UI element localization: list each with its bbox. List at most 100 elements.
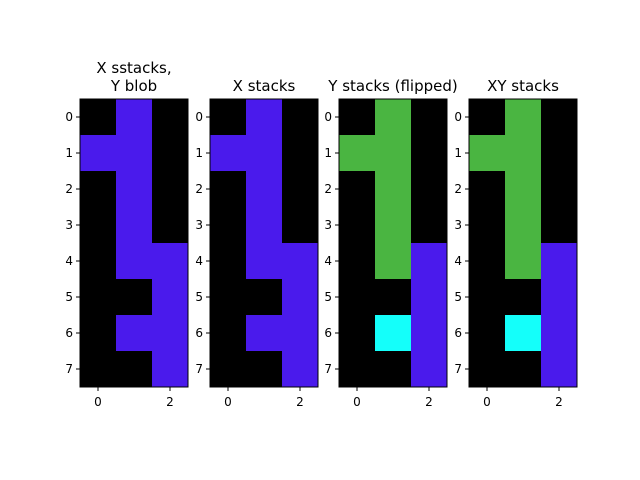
chart-title: Y stacks (flipped): [327, 77, 457, 95]
heatmap-cell: [541, 279, 578, 316]
heatmap-cell: [505, 351, 542, 388]
y-tick-label: 1: [454, 146, 462, 160]
y-tick-label: 4: [65, 254, 73, 268]
y-tick-label: 7: [65, 362, 73, 376]
heatmap-cell: [210, 135, 247, 172]
heatmap-cell: [375, 279, 412, 316]
heatmap-cell: [116, 207, 153, 244]
heatmap-cell: [339, 99, 376, 136]
x-tick-label: 0: [94, 395, 102, 409]
heatmap-cell: [210, 351, 247, 388]
y-tick-label: 5: [454, 290, 462, 304]
heatmap-cell: [411, 315, 448, 352]
y-tick-label: 6: [65, 326, 73, 340]
heatmap-cell: [80, 279, 117, 316]
heatmap-cell: [282, 171, 319, 208]
heatmap-cell: [375, 351, 412, 388]
heatmap-cell: [282, 243, 319, 280]
y-tick-label: 2: [454, 182, 462, 196]
y-tick-label: 0: [324, 110, 332, 124]
heatmap-cell: [541, 99, 578, 136]
y-tick-label: 1: [65, 146, 73, 160]
heatmap-cell: [375, 135, 412, 172]
heatmap-cell: [282, 351, 319, 388]
heatmap-cell: [282, 279, 319, 316]
heatmap-cell: [411, 99, 448, 136]
x-tick-label: 2: [555, 395, 563, 409]
heatmap-cell: [375, 243, 412, 280]
panel-2: 0 1 2 3 4 5 6 7 0 2 X stacks: [195, 77, 319, 409]
y-tick-label: 5: [65, 290, 73, 304]
heatmap-cell: [469, 135, 506, 172]
heatmap-cell: [339, 207, 376, 244]
y-tick-label: 4: [454, 254, 462, 268]
y-tick-label: 0: [454, 110, 462, 124]
heatmap-cell: [505, 99, 542, 136]
heatmap-cell: [375, 99, 412, 136]
heatmap-cell: [152, 315, 189, 352]
axes-frame: [209, 98, 319, 388]
heatmap-cell: [505, 207, 542, 244]
heatmap-cell: [469, 99, 506, 136]
heatmap-cell: [116, 171, 153, 208]
heatmap-cell: [246, 99, 283, 136]
heatmap-cell: [246, 171, 283, 208]
heatmap-cell: [80, 243, 117, 280]
heatmap-cell: [116, 279, 153, 316]
heatmap-cell: [469, 171, 506, 208]
heatmap-cell: [469, 351, 506, 388]
y-tick-label: 5: [324, 290, 332, 304]
heatmap-cell: [339, 243, 376, 280]
heatmap-cell: [541, 315, 578, 352]
panel-3: 0 1 2 3 4 5 6 7 0 2 Y stacks (flipped): [324, 77, 457, 409]
heatmap-cell: [541, 351, 578, 388]
heatmap-cell: [411, 243, 448, 280]
heatmap-cell: [210, 207, 247, 244]
heatmap-cell: [210, 243, 247, 280]
y-tick-label: 2: [65, 182, 73, 196]
axes-frame: [79, 98, 189, 388]
y-tick-label: 5: [195, 290, 203, 304]
heatmap-cell: [80, 171, 117, 208]
y-tick-label: 7: [324, 362, 332, 376]
heatmap-cell: [505, 171, 542, 208]
heatmap-cell: [152, 279, 189, 316]
heatmap-cell: [505, 315, 542, 352]
y-tick-label: 2: [324, 182, 332, 196]
y-tick-label: 6: [454, 326, 462, 340]
heatmap-cell: [469, 279, 506, 316]
y-tick-label: 3: [195, 218, 203, 232]
chart-title: Y blob: [110, 77, 157, 95]
heatmap-cell: [339, 171, 376, 208]
heatmap-cell: [411, 351, 448, 388]
y-tick-label: 6: [324, 326, 332, 340]
heatmap-cell: [411, 279, 448, 316]
heatmap-cell: [116, 135, 153, 172]
heatmap-cell: [210, 171, 247, 208]
axes-frame: [338, 98, 448, 388]
heatmap-cell: [505, 279, 542, 316]
heatmap-cell: [80, 99, 117, 136]
chart-title: X stacks: [233, 77, 296, 95]
heatmap-cell: [469, 315, 506, 352]
y-tick-label: 1: [324, 146, 332, 160]
heatmap-cell: [246, 351, 283, 388]
heatmap-cell: [339, 279, 376, 316]
y-tick-label: 3: [454, 218, 462, 232]
heatmap-cell: [541, 171, 578, 208]
heatmap-cell: [80, 315, 117, 352]
y-tick-label: 4: [195, 254, 203, 268]
heatmap-cell: [116, 243, 153, 280]
y-tick-label: 4: [324, 254, 332, 268]
heatmap-cell: [152, 351, 189, 388]
heatmap-cell: [339, 135, 376, 172]
heatmap-cell: [505, 243, 542, 280]
heatmap-cell: [210, 315, 247, 352]
heatmap-cell: [246, 207, 283, 244]
heatmap-cell: [80, 351, 117, 388]
y-tick-label: 1: [195, 146, 203, 160]
heatmap-cell: [246, 243, 283, 280]
panel-4: 0 1 2 3 4 5 6 7 0 2 XY stacks: [454, 77, 578, 409]
heatmap-cell: [80, 135, 117, 172]
